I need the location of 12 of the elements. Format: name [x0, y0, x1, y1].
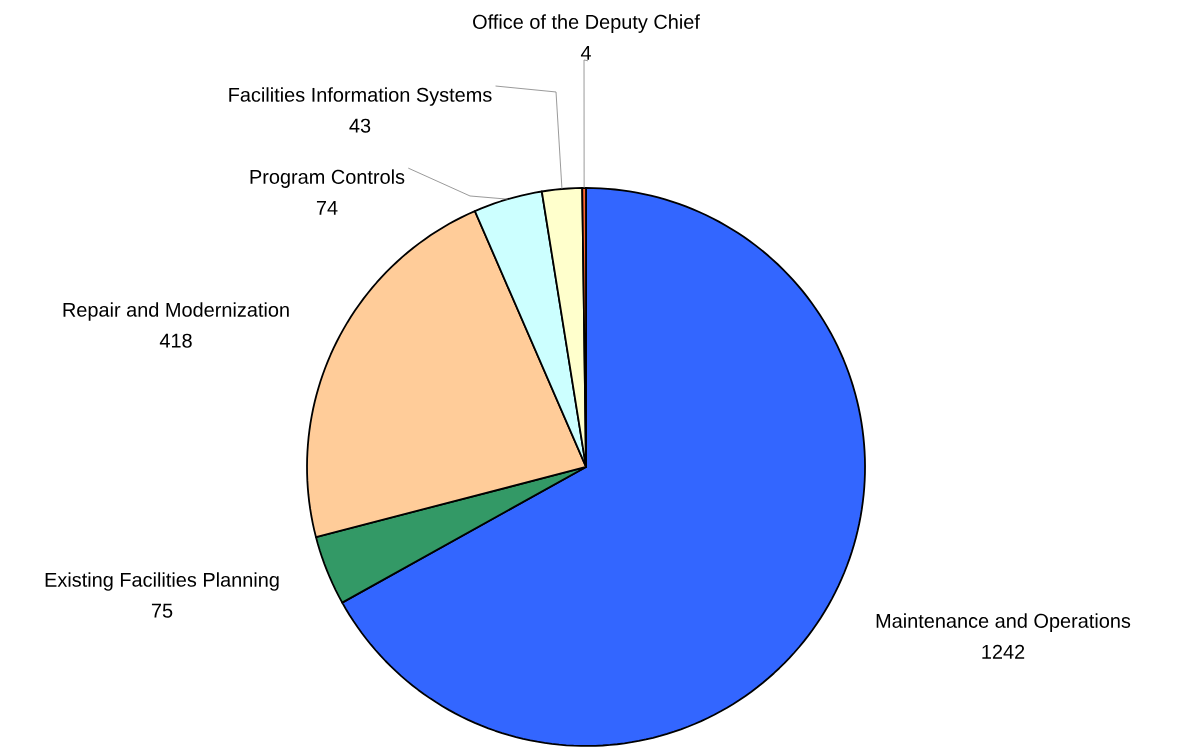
slice-label: Existing Facilities Planning: [45, 572, 279, 591]
data-label: 418: [159, 333, 192, 348]
data-label: 1242: [982, 644, 1025, 659]
slice-label: Facilities Information Systems: [229, 87, 492, 106]
slice-label: Office of the Deputy Chief: [473, 14, 700, 33]
slice-label: Program Controls: [250, 169, 405, 188]
data-label: 4: [580, 45, 591, 60]
data-label: 43: [349, 118, 371, 133]
slice-label: Repair and Modernization: [63, 302, 289, 321]
data-label: 75: [151, 603, 173, 618]
slice-label: Maintenance and Operations: [876, 613, 1131, 632]
data-label: 74: [316, 200, 338, 215]
